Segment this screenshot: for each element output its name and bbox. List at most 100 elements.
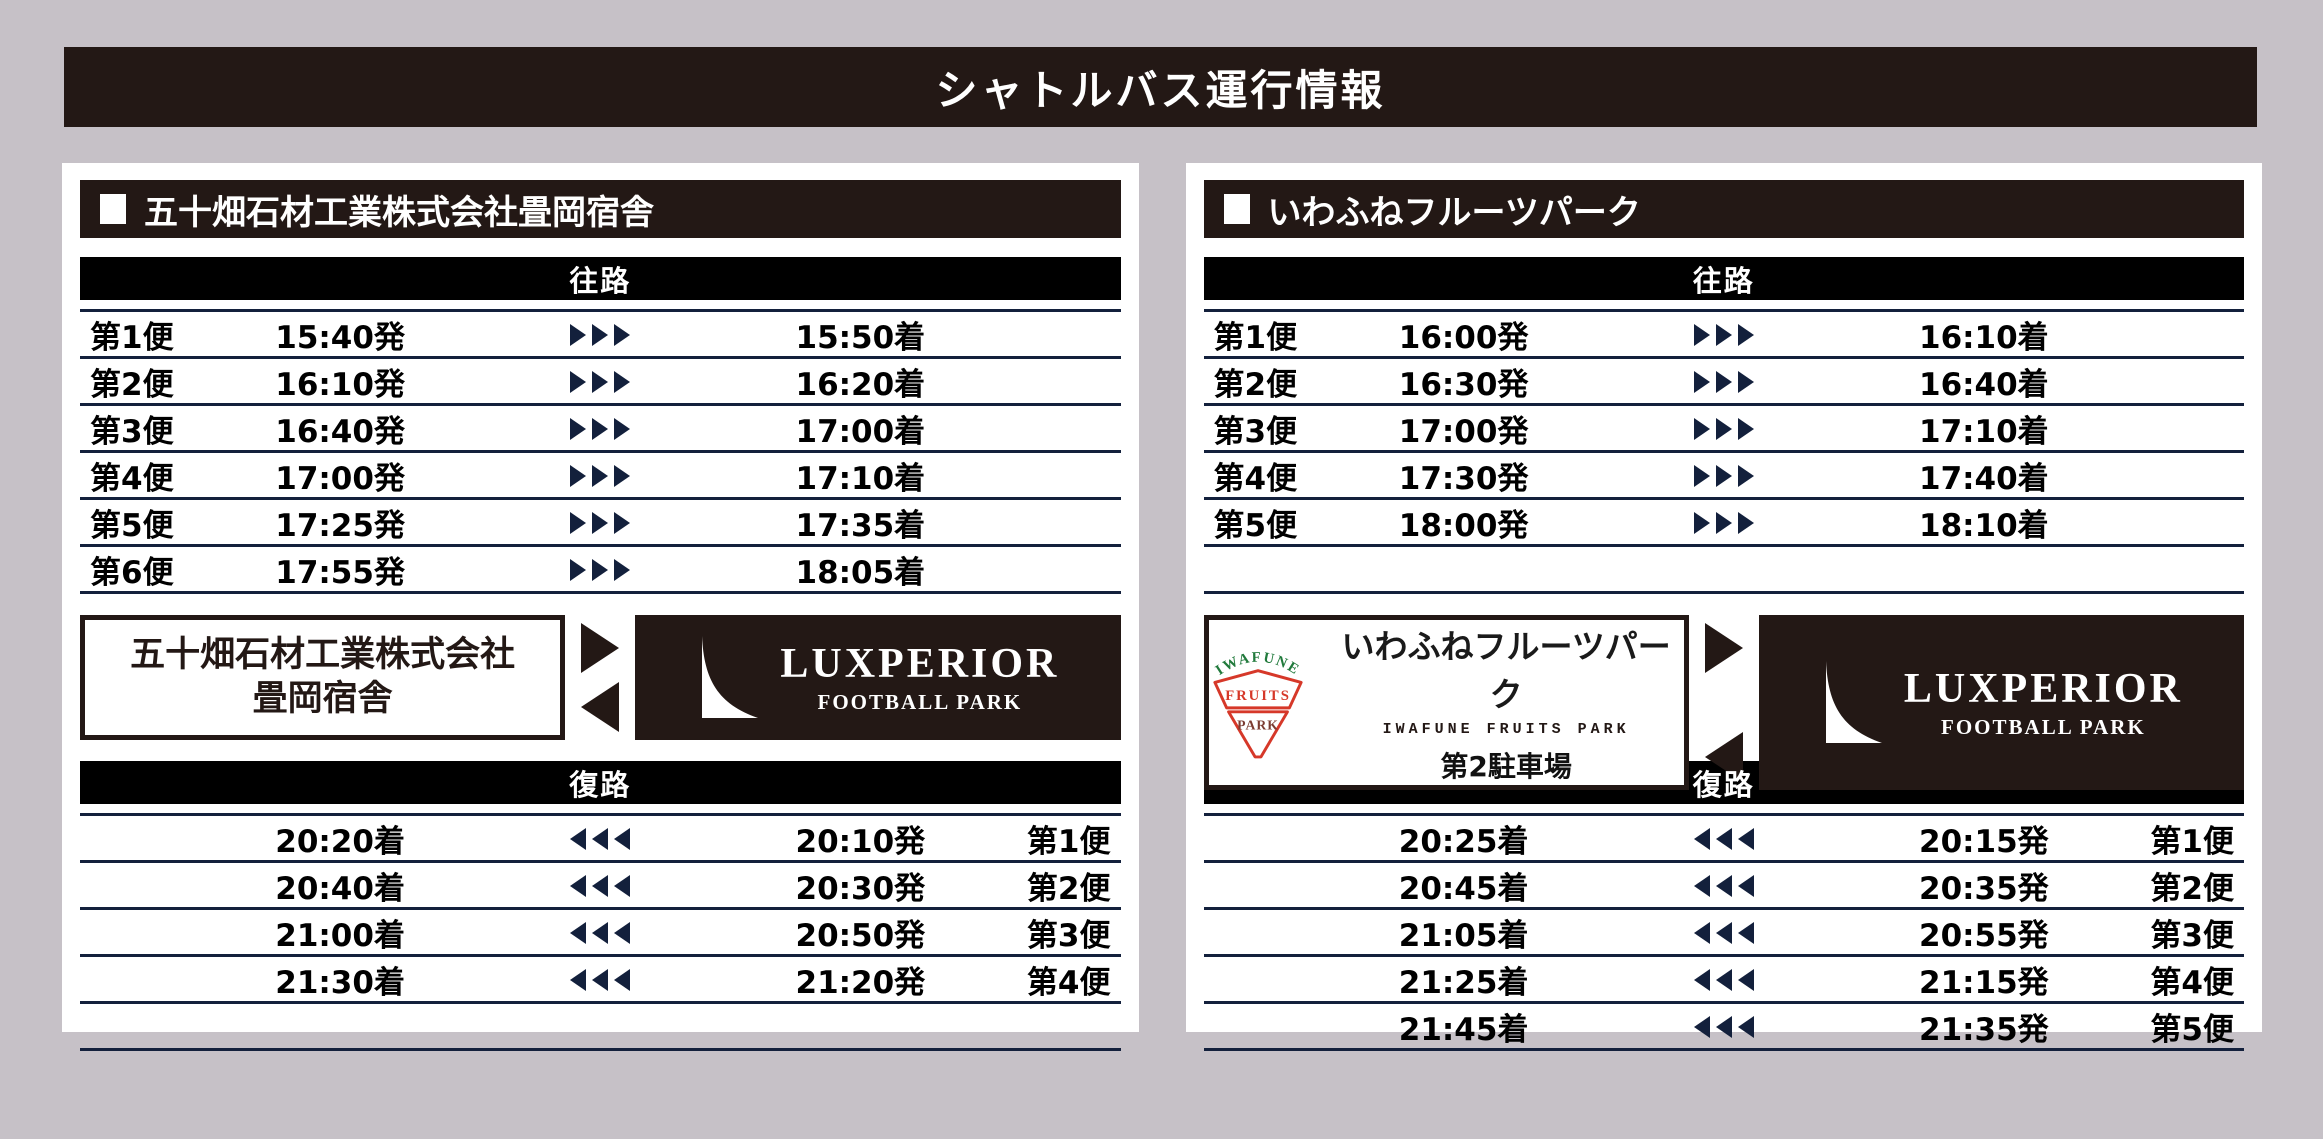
- arrow-right-icon: [1693, 417, 1710, 440]
- arrow-right-icon: [614, 370, 631, 393]
- arrow-left-icon: [570, 827, 587, 850]
- arrival-time: 21:25着: [1398, 965, 1529, 1001]
- arrow-left-icon: [570, 968, 587, 991]
- svg-text:IWAFUNE: IWAFUNE: [1212, 649, 1302, 678]
- departure-time: 21:20発: [795, 965, 926, 1001]
- arrival-time: 20:45着: [1398, 871, 1529, 907]
- route-diagram: IWAFUNE FRUITS PARK いわふねフルーツパーク IWAFUNE …: [1203, 615, 2244, 790]
- arrival-time: 21:45着: [1398, 1012, 1529, 1048]
- arrival-time: 21:00着: [275, 918, 405, 954]
- triple-arrow-left-icon: [1588, 827, 1859, 850]
- arrow-right-icon: [1737, 323, 1754, 346]
- arrival-time: 16:40着: [1919, 367, 2049, 403]
- departure-time: 18:00発: [1398, 508, 1529, 544]
- arrival-time: 18:05着: [795, 555, 926, 591]
- arrow-left-icon: [1715, 874, 1732, 897]
- arrow-left-icon: [1693, 968, 1710, 991]
- origin-name-line1: 五十畑石材工業株式会社: [130, 634, 516, 675]
- arrival-time: 17:00着: [795, 414, 926, 450]
- timetable-row-empty: [1203, 547, 2244, 594]
- route-diagram: 五十畑石材工業株式会社 畳岡宿舎 LUXPERIOR FOOTBALL PARK: [80, 615, 1121, 740]
- origin-box-iwafune: IWAFUNE FRUITS PARK いわふねフルーツパーク IWAFUNE …: [1203, 615, 1689, 790]
- arrow-right-icon: [570, 417, 587, 440]
- timetable-row: 第3便 17:00発 17:10着: [1203, 406, 2244, 453]
- trip-number: 第2便: [90, 367, 174, 403]
- triple-arrow-left-icon: [465, 921, 736, 944]
- trip-number: 第2便: [1026, 871, 1111, 907]
- trip-number: 第1便: [2150, 824, 2234, 860]
- arrow-left-icon: [1737, 921, 1754, 944]
- triple-arrow-right-icon: [1588, 417, 1859, 440]
- origin-name-en: IWAFUNE FRUITS PARK: [1382, 721, 1630, 738]
- arrow-left-icon: [570, 921, 587, 944]
- arrow-right-icon: [1715, 417, 1732, 440]
- timetable-row: 第4便 17:30発 17:40着: [1203, 453, 2244, 500]
- trip-number: 第3便: [2150, 918, 2234, 954]
- square-bullet-icon: [1223, 194, 1250, 224]
- timetable-row: 第1便 15:40発 15:50着: [80, 312, 1121, 359]
- triple-arrow-right-icon: [1588, 323, 1859, 346]
- arrow-right-icon: [592, 511, 609, 534]
- return-section-bar: 復路: [80, 761, 1121, 804]
- arrow-left-icon: [1737, 968, 1754, 991]
- timetable-row: 20:20着 20:10発 第1便: [80, 816, 1121, 863]
- trip-number: 第1便: [1026, 824, 1111, 860]
- timetable-row: 第2便 16:30発 16:40着: [1203, 359, 2244, 406]
- outbound-section-bar: 往路: [1203, 257, 2244, 300]
- svg-text:FRUITS: FRUITS: [1225, 688, 1291, 704]
- arrow-left-icon: [592, 968, 609, 991]
- origin-box-isohata: 五十畑石材工業株式会社 畳岡宿舎: [80, 615, 566, 740]
- arrival-time: 20:20着: [275, 824, 405, 860]
- destination-text: LUXPERIOR FOOTBALL PARK: [780, 640, 1059, 715]
- iwafune-text-block: いわふねフルーツパーク IWAFUNE FRUITS PARK 第2駐車場: [1329, 620, 1684, 785]
- trip-number: 第5便: [1213, 508, 1298, 544]
- trip-number: 第5便: [90, 508, 174, 544]
- timetable-row: 第1便 16:00発 16:10着: [1203, 312, 2244, 359]
- arrow-right-icon: [592, 464, 609, 487]
- panel-heading-text: 五十畑石材工業株式会社畳岡宿舎: [144, 192, 654, 233]
- return-timetable: 20:25着 20:15発 第1便 20:45着 20:35発 第2便 21:05着 20:5…: [1203, 813, 2244, 1051]
- square-bullet-icon: [100, 194, 126, 224]
- trip-number: 第4便: [1213, 461, 1298, 497]
- trip-number: 第4便: [2150, 965, 2234, 1001]
- departure-time: 21:35発: [1919, 1012, 2049, 1048]
- departure-time: 21:15発: [1919, 965, 2049, 1001]
- timetable-row: 20:45着 20:35発 第2便: [1203, 863, 2244, 910]
- return-label: 復路: [569, 767, 632, 802]
- departure-time: 20:30発: [795, 871, 926, 907]
- timetable-row: 21:30着 21:20発 第4便: [80, 957, 1121, 1004]
- arrow-right-icon: [1715, 511, 1732, 534]
- timetable-row: 第5便 17:25発 17:35着: [80, 500, 1121, 547]
- arrow-left-icon: [570, 874, 587, 897]
- timetable-row: 21:25着 21:15発 第4便: [1203, 957, 2244, 1004]
- arrow-left-icon: [1737, 1015, 1754, 1038]
- page-title: シャトルバス運行情報: [64, 47, 2257, 127]
- departure-time: 20:50発: [795, 918, 926, 954]
- arrow-right-icon: [614, 511, 631, 534]
- arrival-time: 17:10着: [795, 461, 926, 497]
- route-arrows: [573, 615, 627, 740]
- arrow-left-icon: [1715, 1015, 1732, 1038]
- arrow-right-icon: [592, 370, 609, 393]
- triple-arrow-left-icon: [1588, 921, 1859, 944]
- departure-time: 16:30発: [1398, 367, 1529, 403]
- arrow-left-icon: [1737, 874, 1754, 897]
- arrow-left-icon: [592, 874, 609, 897]
- outbound-label: 往路: [1692, 263, 1755, 298]
- origin-name-line2: 畳岡宿舎: [252, 678, 393, 719]
- arrow-left-icon: [592, 827, 609, 850]
- departure-time: 17:55発: [275, 555, 405, 591]
- arrival-time: 16:10着: [1919, 320, 2049, 356]
- panels-container: 五十畑石材工業株式会社畳岡宿舎 往路 第1便 15:40発 15:50着第2便 16:…: [62, 163, 2262, 1051]
- destination-box-luxperior: LUXPERIOR FOOTBALL PARK: [635, 615, 1121, 740]
- destination-subtitle: FOOTBALL PARK: [817, 690, 1023, 714]
- arrow-left-icon: [1693, 921, 1710, 944]
- iwafune-fruits-park-logo-icon: IWAFUNE FRUITS PARK: [1212, 649, 1303, 758]
- departure-time: 20:15発: [1919, 824, 2049, 860]
- arrow-left-icon: [1737, 827, 1754, 850]
- departure-time: 17:00発: [1398, 414, 1529, 450]
- triple-arrow-right-icon: [465, 464, 736, 487]
- timetable-row: 21:05着 20:55発 第3便: [1203, 910, 2244, 957]
- origin-name: いわふねフルーツパーク: [1341, 627, 1671, 714]
- triple-arrow-right-icon: [1588, 511, 1859, 534]
